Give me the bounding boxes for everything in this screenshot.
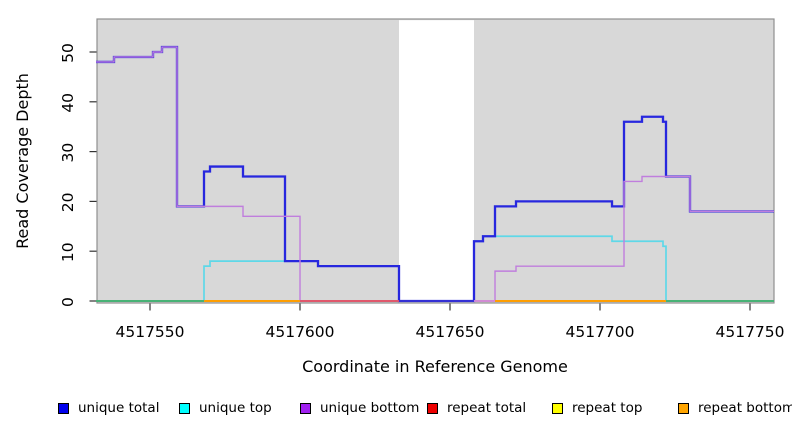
legend-label: repeat total xyxy=(447,400,527,416)
legend-label: unique total xyxy=(78,400,160,416)
y-axis-tick-label: 20 xyxy=(59,193,77,213)
x-axis-title: Coordinate in Reference Genome xyxy=(302,357,568,376)
legend-item-unique-bottom: unique bottom xyxy=(300,400,419,416)
legend-item-repeat-bottom: repeat bottom xyxy=(678,400,792,416)
x-axis-tick-label: 4517650 xyxy=(415,323,484,341)
legend-label: repeat top xyxy=(572,400,643,416)
legend-swatch-icon xyxy=(427,402,438,414)
x-axis-tick-label: 4517600 xyxy=(265,323,334,341)
gap-band xyxy=(399,20,474,303)
legend: unique total unique top unique bottom repea… xyxy=(0,400,792,420)
legend-swatch-icon xyxy=(300,402,311,414)
y-axis-tick-label: 40 xyxy=(59,93,77,113)
x-axis-tick-label: 4517550 xyxy=(115,323,184,341)
y-axis-tick-label: 50 xyxy=(59,43,77,63)
legend-swatch-icon xyxy=(179,402,190,414)
series-unique-bottom-line xyxy=(96,46,774,302)
x-axis-tick-label: 4517750 xyxy=(715,323,784,341)
legend-item-repeat-top: repeat top xyxy=(552,400,642,416)
y-axis-title: Read Coverage Depth xyxy=(13,73,32,249)
y-axis-tick-label: 10 xyxy=(59,242,77,262)
legend-item-unique-top: unique top xyxy=(179,400,272,416)
y-axis-tick-label: 30 xyxy=(59,143,77,163)
legend-swatch-icon xyxy=(552,402,563,414)
legend-label: unique top xyxy=(199,400,272,416)
legend-item-repeat-total: repeat total xyxy=(427,400,526,416)
legend-swatch-icon xyxy=(58,402,69,414)
legend-swatch-icon xyxy=(678,402,689,414)
y-axis-tick-label: 0 xyxy=(59,297,77,307)
legend-label: unique bottom xyxy=(320,400,420,416)
x-axis-tick-label: 4517700 xyxy=(565,323,634,341)
legend-label: repeat bottom xyxy=(698,400,792,416)
legend-item-unique-total: unique total xyxy=(58,400,159,416)
